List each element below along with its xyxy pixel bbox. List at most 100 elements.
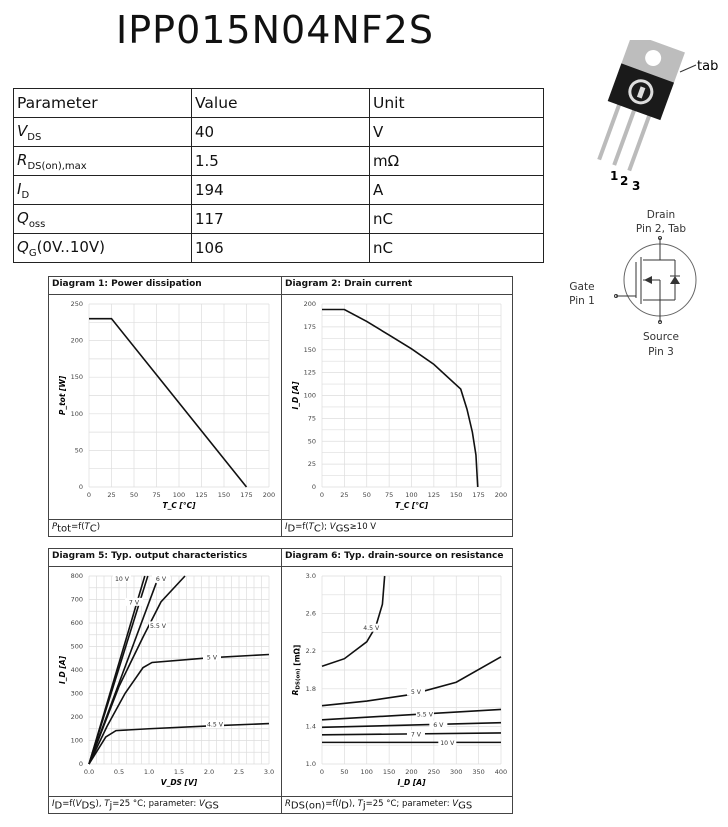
unit-cell: V	[369, 117, 544, 147]
mosfet-schematic: Drain Pin 2, Tab Gate Pin 1 Source Pin 3	[569, 209, 697, 358]
series-label: 10 V	[440, 740, 455, 747]
parameter-table: Parameter Value Unit VDS 40 V RDS(on),max…	[13, 88, 544, 263]
parameter-suffix: (0V..10V)	[36, 237, 106, 256]
tab-label: tab	[697, 59, 718, 74]
series-line-6V	[321, 721, 502, 729]
series-line-curve	[322, 308, 479, 488]
x-axis-label: T_C [°C]	[162, 501, 196, 510]
x-tick-label: 2.5	[234, 768, 244, 776]
x-tick-label: 50	[363, 491, 371, 499]
body-arrow-icon	[644, 276, 652, 284]
y-tick-label: 25	[308, 460, 316, 468]
table-row: ID 194 A	[13, 175, 544, 205]
series-line-45V	[321, 575, 386, 667]
y-tick-label: 1.8	[306, 685, 316, 693]
y-tick-label: 1.0	[306, 760, 316, 768]
y-tick-label: 100	[304, 392, 316, 400]
y-tick-label: 250	[71, 300, 83, 308]
y-axis-label: I_D [A]	[291, 381, 300, 410]
value-cell: 106	[191, 233, 370, 263]
x-tick-label: 100	[361, 768, 373, 776]
y-tick-label: 3.0	[306, 572, 316, 580]
header-value: Value	[191, 88, 370, 118]
series-label: 5.5 V	[150, 623, 167, 630]
y-tick-label: 400	[71, 666, 83, 674]
x-tick-label: 200	[263, 491, 275, 499]
parameter-cell: ID	[13, 175, 192, 205]
unit-cell: nC	[369, 204, 544, 234]
series-label-bg	[415, 710, 434, 719]
pin-1-lead	[597, 88, 627, 161]
parameter-subscript: G	[28, 247, 37, 259]
x-tick-label: 300	[450, 768, 462, 776]
parameter-symbol: V	[17, 121, 28, 140]
y-tick-label: 200	[71, 337, 83, 345]
x-tick-label: 150	[383, 768, 395, 776]
x-tick-label: 350	[472, 768, 484, 776]
table-row: Qoss 117 nC	[13, 204, 544, 234]
y-tick-label: 150	[304, 346, 316, 354]
value-cell: 117	[191, 204, 370, 234]
diagram-6-title: Diagram 6: Typ. drain-source on resistan…	[285, 551, 504, 561]
divider	[49, 294, 512, 295]
diagram-6: Diagram 6: Typ. drain-source on resistan…	[282, 549, 514, 813]
gate-label: Gate	[569, 281, 594, 293]
source-label: Source	[643, 331, 679, 343]
y-tick-label: 0	[312, 483, 316, 491]
diagram-2: Diagram 2: Drain current 0 25 50 75 100 125 15…	[282, 277, 514, 536]
y-tick-label: 300	[71, 690, 83, 698]
unit-cell: nC	[369, 233, 544, 263]
x-tick-label: 175	[240, 491, 252, 499]
series-label-bg	[113, 574, 131, 583]
parameter-symbol: Q	[17, 208, 29, 227]
parameter-cell: VDS	[13, 117, 192, 147]
y-tick-label: 200	[71, 713, 83, 721]
x-tick-label: 200	[405, 768, 417, 776]
y-tick-label: 150	[71, 373, 83, 381]
to220-package-image: tab 1 2 3	[580, 33, 720, 204]
series-label: 6 V	[433, 722, 444, 729]
parameter-cell: RDS(on),max	[13, 146, 192, 176]
series-label-bg	[429, 720, 448, 729]
diagram-6-caption: RDS(on)=f(ID), Tj=25 °C; parameter: VGS	[285, 799, 473, 812]
table-row: QG(0V..10V) 106 nC	[13, 233, 544, 263]
x-tick-label: 400	[495, 768, 507, 776]
table-header-row: Parameter Value Unit	[13, 88, 544, 118]
x-tick-label: 1.0	[144, 768, 154, 776]
parameter-cell: QG(0V..10V)	[13, 233, 192, 263]
y-tick-label: 50	[308, 437, 316, 445]
x-tick-label: 75	[152, 491, 160, 499]
drain-terminal	[658, 236, 662, 240]
header-parameter: Parameter	[13, 88, 192, 118]
y-tick-label: 500	[71, 643, 83, 651]
series-label-bg	[438, 738, 457, 747]
parameter-symbol: Q	[17, 237, 29, 256]
unit-cell: mΩ	[369, 146, 544, 176]
diagram-1-title: Diagram 1: Power dissipation	[52, 279, 202, 289]
x-axis-label: V_DS [V]	[161, 778, 198, 787]
x-tick-label: 50	[340, 768, 348, 776]
y-axis-label: RDS(on) [mΩ]	[291, 645, 302, 696]
y-tick-label: 600	[71, 619, 83, 627]
table-row: RDS(on),max 1.5 mΩ	[13, 146, 544, 176]
y-tick-label: 2.2	[306, 647, 316, 655]
parameter-symbol: I	[17, 179, 22, 198]
source-pin-label: Pin 3	[648, 346, 674, 358]
mounting-hole	[645, 49, 662, 66]
diagram-panel-top: Diagram 1: Power dissipation 0 25 50 75 100 1…	[48, 276, 513, 537]
x-tick-label: 0	[320, 491, 324, 499]
drain-current-chart: 0 25 50 75 100 125 150 175 200 0 25 50 75 100 125 150 17…	[291, 300, 507, 510]
series-label: 5 V	[411, 689, 422, 696]
diagram-1: Diagram 1: Power dissipation 0 25 50 75 100 1…	[49, 277, 282, 536]
x-tick-label: 0.0	[84, 768, 94, 776]
y-tick-label: 75	[308, 414, 316, 422]
y-tick-label: 200	[304, 300, 316, 308]
series-label-bg	[149, 621, 167, 630]
y-tick-label: 800	[71, 572, 83, 580]
x-tick-label: 150	[450, 491, 462, 499]
parameter-symbol: R	[17, 150, 28, 169]
gate-terminal	[614, 294, 618, 298]
series-label-bg	[203, 652, 221, 661]
x-tick-label: 25	[340, 491, 348, 499]
x-tick-label: 125	[195, 491, 207, 499]
